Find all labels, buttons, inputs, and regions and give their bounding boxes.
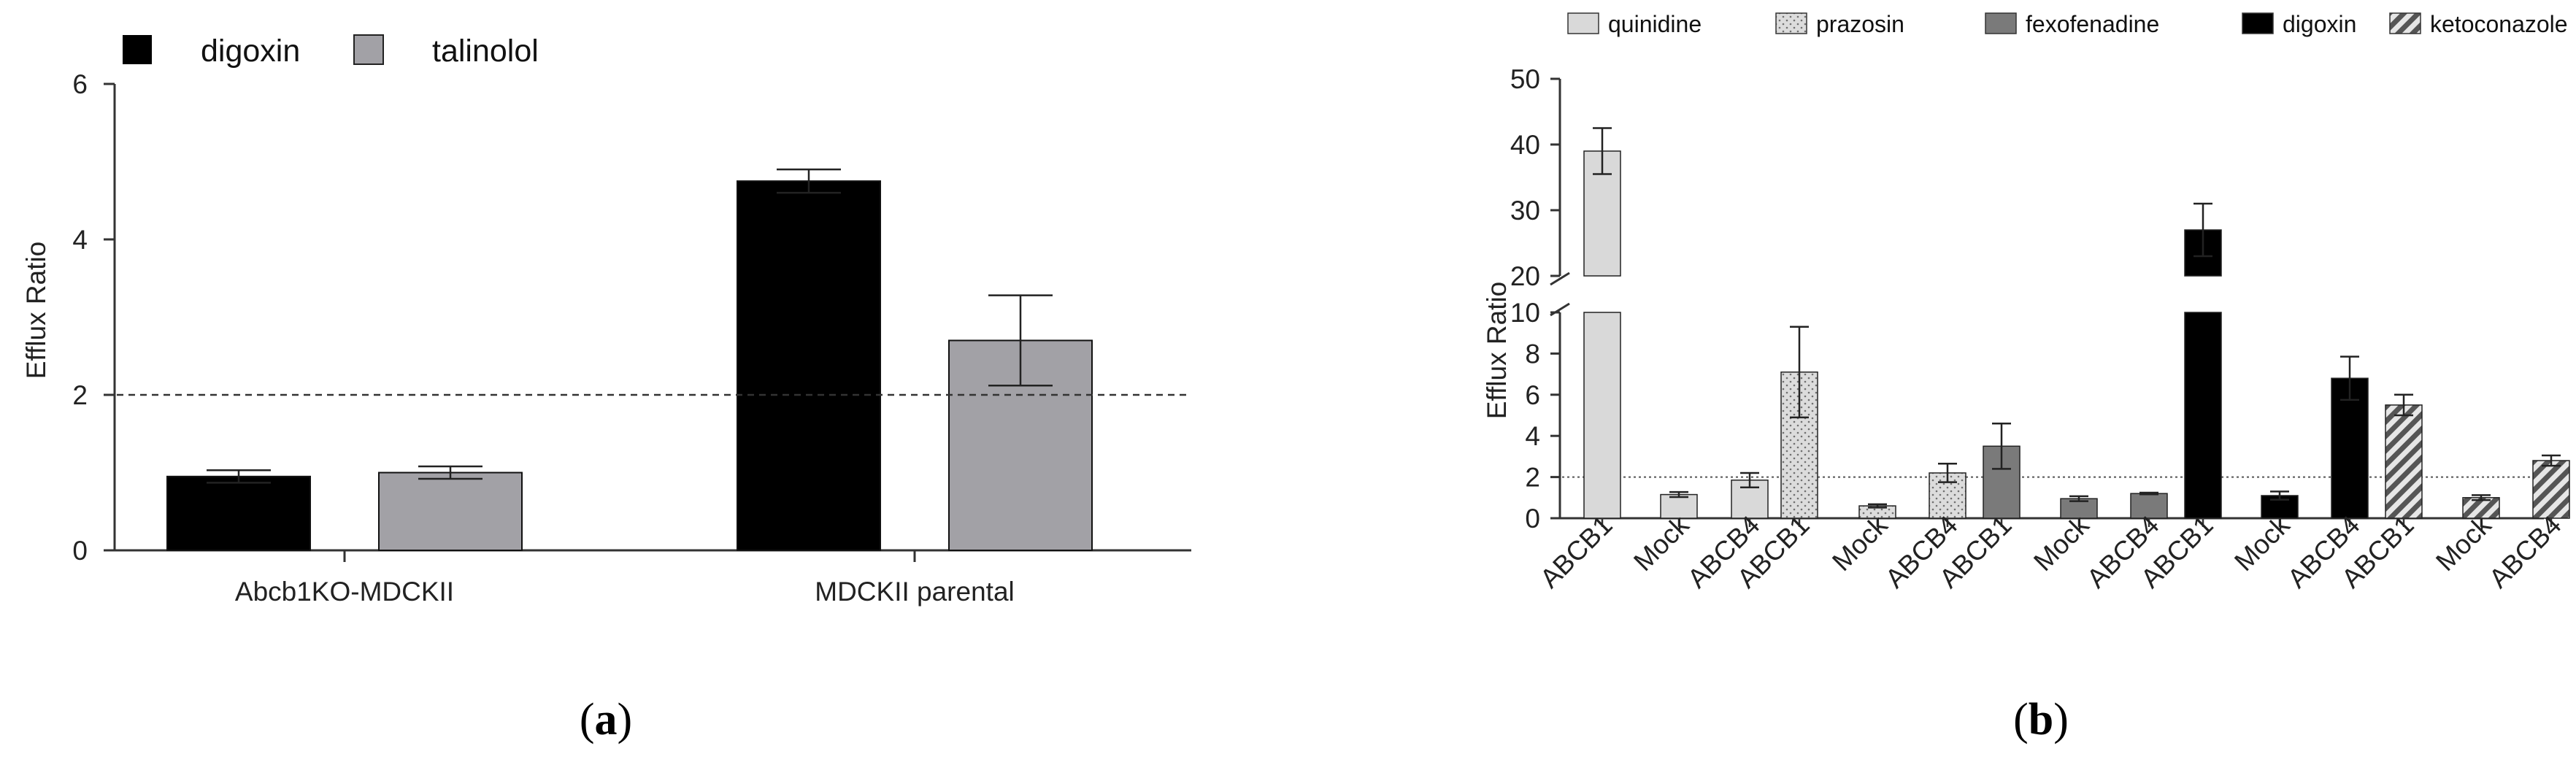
legend-a-swatch-digoxin bbox=[123, 35, 152, 64]
x-label-b-ketoconazole-Mock: Mock bbox=[2430, 509, 2497, 577]
legend-b-swatch-fexofenadine bbox=[1985, 12, 2017, 34]
y-tick-label-b-2: 4 bbox=[1525, 421, 1540, 451]
y-tick-label-b-8: 40 bbox=[1510, 130, 1540, 160]
x-label-b-quinidine-Mock: Mock bbox=[1628, 509, 1695, 577]
legend-b-label-quinidine: quinidine bbox=[1608, 11, 1702, 37]
bar-b-digoxin-ABCB4 bbox=[2331, 377, 2369, 519]
y-tick-label-b-0: 0 bbox=[1525, 504, 1540, 534]
axis-break-mark-upper bbox=[1550, 272, 1570, 286]
y-axis-label-b: Efflux Ratio bbox=[1482, 282, 1512, 420]
bar-b-fexofenadine-ABCB4 bbox=[2130, 493, 2168, 519]
y-tick-label-b-7: 30 bbox=[1510, 196, 1540, 226]
caption-b: (b) bbox=[2013, 695, 2069, 744]
legend-b-label-digoxin: digoxin bbox=[2283, 11, 2356, 37]
legend-b-label-prazosin: prazosin bbox=[1816, 11, 1904, 37]
y-axis-label-a: Efflux Ratio bbox=[21, 242, 51, 380]
bar-b-digoxin-ABCB1-lower bbox=[2184, 312, 2222, 519]
panel-a: digoxin talinolol Efflux Ratio 0 2 4 6 Abcb… bbox=[21, 34, 1191, 744]
y-tick-label-b-1: 2 bbox=[1525, 463, 1540, 493]
legend-b-label-ketoconazole: ketoconazole bbox=[2430, 11, 2568, 37]
bar-b-ketoconazole-ABCB1 bbox=[2385, 404, 2423, 519]
legend-a-label-digoxin: digoxin bbox=[201, 34, 300, 69]
legend-a-label-talinolol: talinolol bbox=[432, 34, 539, 69]
bar-b-quinidine-Mock bbox=[1660, 493, 1698, 519]
bar-a-digoxin-0 bbox=[166, 475, 311, 552]
y-tick-label-b-6: 20 bbox=[1510, 261, 1540, 291]
y-tick-label-a-2: 4 bbox=[72, 225, 88, 255]
bar-a-digoxin-1 bbox=[737, 180, 881, 551]
caption-a: (a) bbox=[580, 695, 632, 744]
y-tick-label-a-1: 2 bbox=[72, 380, 88, 410]
x-label-b-digoxin-Mock: Mock bbox=[2229, 509, 2296, 577]
legend-b-swatch-prazosin bbox=[1775, 12, 1807, 34]
y-tick-label-b-5: 10 bbox=[1510, 298, 1540, 328]
panel-b: quinidine prazosin fexofenadine digoxin keto… bbox=[1482, 11, 2570, 744]
category-label-a-1: MDCKII parental bbox=[815, 577, 1015, 607]
legend-b-swatch-ketoconazole bbox=[2389, 12, 2421, 34]
x-label-b-quinidine-ABCB1: ABCB1 bbox=[1534, 510, 1618, 594]
legend-a-swatch-talinolol bbox=[353, 34, 384, 65]
caption-a-letter: a bbox=[595, 695, 618, 744]
x-label-b-prazosin-Mock: Mock bbox=[1826, 509, 1893, 577]
y-tick-label-b-4: 8 bbox=[1525, 339, 1540, 369]
caption-b-letter: b bbox=[2029, 695, 2053, 744]
y-tick-label-a-0: 0 bbox=[72, 536, 88, 566]
legend-b-swatch-digoxin bbox=[2242, 12, 2274, 34]
legend-b-swatch-quinidine bbox=[1567, 12, 1599, 34]
legend-b-label-fexofenadine: fexofenadine bbox=[2026, 11, 2159, 37]
x-label-b-ketoconazole-ABCB4: ABCB4 bbox=[2483, 510, 2567, 594]
bar-b-ketoconazole-ABCB4 bbox=[2532, 460, 2570, 519]
y-tick-label-b-9: 50 bbox=[1510, 64, 1540, 94]
y-tick-label-a-3: 6 bbox=[72, 69, 88, 99]
category-label-a-0: Abcb1KO-MDCKII bbox=[235, 577, 454, 607]
y-tick-label-b-3: 6 bbox=[1525, 380, 1540, 410]
bar-b-quinidine-ABCB1-lower bbox=[1583, 312, 1621, 519]
bar-a-talinolol-0 bbox=[378, 472, 523, 551]
x-label-b-fexofenadine-Mock: Mock bbox=[2028, 509, 2095, 577]
